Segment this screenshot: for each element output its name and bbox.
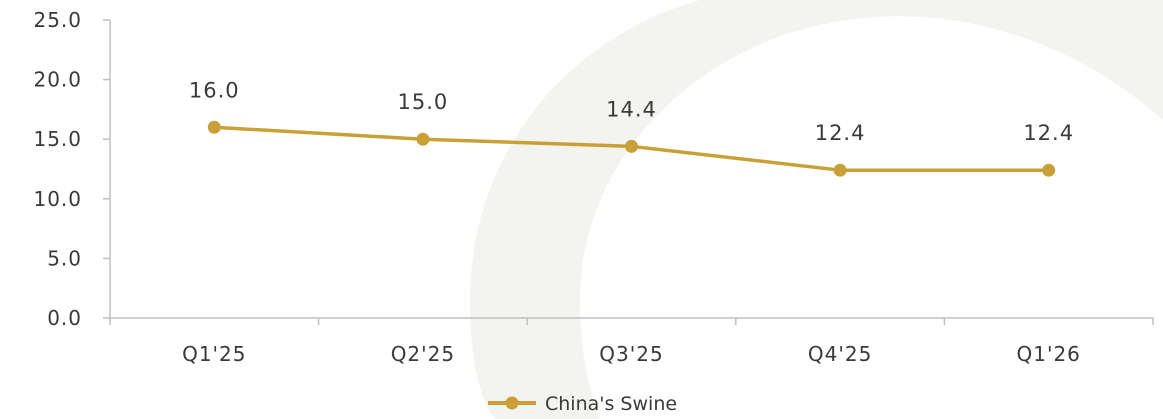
data-label: 12.4 <box>1023 121 1074 145</box>
watermark-arc <box>470 0 1163 419</box>
data-label: 16.0 <box>189 78 240 102</box>
y-tick-label: 20.0 <box>33 68 82 92</box>
y-axis: 0.0 5.0 10.0 15.0 20.0 25.0 <box>33 8 111 330</box>
data-label: 15.0 <box>398 90 449 114</box>
x-tick-label: Q3'25 <box>599 342 663 366</box>
legend-label: China's Swine <box>545 393 677 415</box>
data-point <box>625 139 638 153</box>
background-watermark <box>470 0 1163 419</box>
x-tick-label: Q1'25 <box>182 342 246 366</box>
x-axis: Q1'25 Q2'25 Q3'25 Q4'25 Q1'26 <box>109 317 1154 366</box>
data-label: 12.4 <box>815 121 866 145</box>
data-point <box>207 120 221 134</box>
series-layer <box>207 120 1056 177</box>
data-point <box>833 163 847 177</box>
y-tick-label: 25.0 <box>33 8 82 32</box>
y-tick-label: 5.0 <box>47 246 82 270</box>
data-label-layer: 16.0 15.0 14.4 12.4 12.4 <box>189 78 1074 145</box>
legend: China's Swine <box>488 393 677 415</box>
y-tick-label: 10.0 <box>33 187 82 211</box>
y-tick-label: 15.0 <box>33 127 82 151</box>
data-point <box>416 132 430 146</box>
x-tick-label: Q2'25 <box>391 342 455 366</box>
legend-swatch-marker <box>505 396 519 410</box>
data-point <box>1042 163 1056 177</box>
y-tick-label: 0.0 <box>47 306 82 330</box>
x-tick-label: Q4'25 <box>808 342 872 366</box>
data-label: 14.4 <box>606 97 657 121</box>
x-tick-label: Q1'26 <box>1016 342 1080 366</box>
